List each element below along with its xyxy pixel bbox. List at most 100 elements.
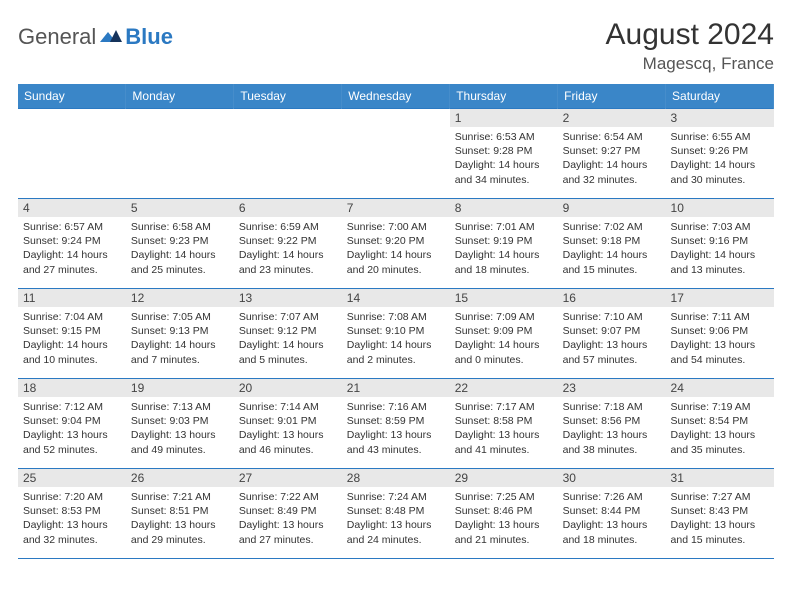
sunrise-text: Sunrise: 7:25 AM bbox=[455, 490, 553, 504]
calendar-cell: 20Sunrise: 7:14 AMSunset: 9:01 PMDayligh… bbox=[234, 379, 342, 469]
day-content: Sunrise: 7:14 AMSunset: 9:01 PMDaylight:… bbox=[234, 397, 342, 461]
sunset-text: Sunset: 9:12 PM bbox=[239, 324, 337, 338]
day-content: Sunrise: 7:08 AMSunset: 9:10 PMDaylight:… bbox=[342, 307, 450, 371]
sunrise-text: Sunrise: 7:07 AM bbox=[239, 310, 337, 324]
calendar-cell: 17Sunrise: 7:11 AMSunset: 9:06 PMDayligh… bbox=[666, 289, 774, 379]
day-number: 21 bbox=[342, 379, 450, 397]
calendar-cell: 11Sunrise: 7:04 AMSunset: 9:15 PMDayligh… bbox=[18, 289, 126, 379]
sunrise-text: Sunrise: 7:08 AM bbox=[347, 310, 445, 324]
calendar-cell bbox=[342, 109, 450, 199]
sunrise-text: Sunrise: 7:03 AM bbox=[671, 220, 769, 234]
sunset-text: Sunset: 9:23 PM bbox=[131, 234, 229, 248]
calendar-row: 18Sunrise: 7:12 AMSunset: 9:04 PMDayligh… bbox=[18, 379, 774, 469]
sunrise-text: Sunrise: 7:18 AM bbox=[563, 400, 661, 414]
sunrise-text: Sunrise: 7:19 AM bbox=[671, 400, 769, 414]
calendar-row: 4Sunrise: 6:57 AMSunset: 9:24 PMDaylight… bbox=[18, 199, 774, 289]
day-number: 31 bbox=[666, 469, 774, 487]
day-content: Sunrise: 6:59 AMSunset: 9:22 PMDaylight:… bbox=[234, 217, 342, 281]
daylight-text: Daylight: 13 hours and 27 minutes. bbox=[239, 518, 337, 546]
weekday-header: Sunday bbox=[18, 84, 126, 109]
sunrise-text: Sunrise: 7:21 AM bbox=[131, 490, 229, 504]
daylight-text: Daylight: 13 hours and 41 minutes. bbox=[455, 428, 553, 456]
sunrise-text: Sunrise: 6:59 AM bbox=[239, 220, 337, 234]
sunset-text: Sunset: 8:56 PM bbox=[563, 414, 661, 428]
day-number: 17 bbox=[666, 289, 774, 307]
daylight-text: Daylight: 13 hours and 35 minutes. bbox=[671, 428, 769, 456]
daylight-text: Daylight: 13 hours and 49 minutes. bbox=[131, 428, 229, 456]
sunset-text: Sunset: 8:43 PM bbox=[671, 504, 769, 518]
sunset-text: Sunset: 9:26 PM bbox=[671, 144, 769, 158]
day-content: Sunrise: 7:13 AMSunset: 9:03 PMDaylight:… bbox=[126, 397, 234, 461]
day-number: 5 bbox=[126, 199, 234, 217]
daylight-text: Daylight: 14 hours and 5 minutes. bbox=[239, 338, 337, 366]
sunrise-text: Sunrise: 7:09 AM bbox=[455, 310, 553, 324]
calendar-cell: 8Sunrise: 7:01 AMSunset: 9:19 PMDaylight… bbox=[450, 199, 558, 289]
logo-text-general: General bbox=[18, 24, 96, 50]
calendar-cell: 28Sunrise: 7:24 AMSunset: 8:48 PMDayligh… bbox=[342, 469, 450, 559]
title-block: August 2024 Magescq, France bbox=[606, 18, 774, 74]
daylight-text: Daylight: 14 hours and 27 minutes. bbox=[23, 248, 121, 276]
daylight-text: Daylight: 14 hours and 15 minutes. bbox=[563, 248, 661, 276]
day-content: Sunrise: 7:21 AMSunset: 8:51 PMDaylight:… bbox=[126, 487, 234, 551]
day-number: 11 bbox=[18, 289, 126, 307]
sunset-text: Sunset: 9:04 PM bbox=[23, 414, 121, 428]
weekday-header-row: SundayMondayTuesdayWednesdayThursdayFrid… bbox=[18, 84, 774, 109]
calendar-cell: 16Sunrise: 7:10 AMSunset: 9:07 PMDayligh… bbox=[558, 289, 666, 379]
daylight-text: Daylight: 13 hours and 21 minutes. bbox=[455, 518, 553, 546]
day-content: Sunrise: 7:19 AMSunset: 8:54 PMDaylight:… bbox=[666, 397, 774, 461]
sunset-text: Sunset: 9:24 PM bbox=[23, 234, 121, 248]
calendar-cell: 24Sunrise: 7:19 AMSunset: 8:54 PMDayligh… bbox=[666, 379, 774, 469]
calendar-cell: 18Sunrise: 7:12 AMSunset: 9:04 PMDayligh… bbox=[18, 379, 126, 469]
sunset-text: Sunset: 8:44 PM bbox=[563, 504, 661, 518]
day-content: Sunrise: 7:07 AMSunset: 9:12 PMDaylight:… bbox=[234, 307, 342, 371]
sunset-text: Sunset: 9:03 PM bbox=[131, 414, 229, 428]
sunset-text: Sunset: 9:19 PM bbox=[455, 234, 553, 248]
calendar-cell bbox=[126, 109, 234, 199]
sunset-text: Sunset: 9:22 PM bbox=[239, 234, 337, 248]
calendar-cell: 21Sunrise: 7:16 AMSunset: 8:59 PMDayligh… bbox=[342, 379, 450, 469]
calendar-cell: 2Sunrise: 6:54 AMSunset: 9:27 PMDaylight… bbox=[558, 109, 666, 199]
sunset-text: Sunset: 8:51 PM bbox=[131, 504, 229, 518]
calendar-row: 11Sunrise: 7:04 AMSunset: 9:15 PMDayligh… bbox=[18, 289, 774, 379]
sunset-text: Sunset: 9:28 PM bbox=[455, 144, 553, 158]
daylight-text: Daylight: 13 hours and 24 minutes. bbox=[347, 518, 445, 546]
day-number: 24 bbox=[666, 379, 774, 397]
sunrise-text: Sunrise: 7:20 AM bbox=[23, 490, 121, 504]
sunset-text: Sunset: 8:59 PM bbox=[347, 414, 445, 428]
sunrise-text: Sunrise: 6:57 AM bbox=[23, 220, 121, 234]
calendar-cell: 31Sunrise: 7:27 AMSunset: 8:43 PMDayligh… bbox=[666, 469, 774, 559]
sunset-text: Sunset: 9:06 PM bbox=[671, 324, 769, 338]
day-content: Sunrise: 7:20 AMSunset: 8:53 PMDaylight:… bbox=[18, 487, 126, 551]
daylight-text: Daylight: 13 hours and 54 minutes. bbox=[671, 338, 769, 366]
weekday-header: Monday bbox=[126, 84, 234, 109]
calendar-table: SundayMondayTuesdayWednesdayThursdayFrid… bbox=[18, 84, 774, 559]
day-number: 18 bbox=[18, 379, 126, 397]
daylight-text: Daylight: 13 hours and 38 minutes. bbox=[563, 428, 661, 456]
day-number: 14 bbox=[342, 289, 450, 307]
sunset-text: Sunset: 8:48 PM bbox=[347, 504, 445, 518]
daylight-text: Daylight: 13 hours and 52 minutes. bbox=[23, 428, 121, 456]
daylight-text: Daylight: 14 hours and 25 minutes. bbox=[131, 248, 229, 276]
logo: General Blue bbox=[18, 24, 173, 50]
calendar-cell: 1Sunrise: 6:53 AMSunset: 9:28 PMDaylight… bbox=[450, 109, 558, 199]
calendar-cell: 26Sunrise: 7:21 AMSunset: 8:51 PMDayligh… bbox=[126, 469, 234, 559]
day-number: 25 bbox=[18, 469, 126, 487]
day-number: 30 bbox=[558, 469, 666, 487]
daylight-text: Daylight: 14 hours and 0 minutes. bbox=[455, 338, 553, 366]
calendar-cell bbox=[234, 109, 342, 199]
sunrise-text: Sunrise: 7:22 AM bbox=[239, 490, 337, 504]
day-content: Sunrise: 7:00 AMSunset: 9:20 PMDaylight:… bbox=[342, 217, 450, 281]
sunset-text: Sunset: 9:01 PM bbox=[239, 414, 337, 428]
day-number: 27 bbox=[234, 469, 342, 487]
daylight-text: Daylight: 13 hours and 18 minutes. bbox=[563, 518, 661, 546]
sunset-text: Sunset: 9:09 PM bbox=[455, 324, 553, 338]
day-content: Sunrise: 7:04 AMSunset: 9:15 PMDaylight:… bbox=[18, 307, 126, 371]
sunset-text: Sunset: 9:07 PM bbox=[563, 324, 661, 338]
sunrise-text: Sunrise: 7:00 AM bbox=[347, 220, 445, 234]
day-content: Sunrise: 7:18 AMSunset: 8:56 PMDaylight:… bbox=[558, 397, 666, 461]
day-content: Sunrise: 7:25 AMSunset: 8:46 PMDaylight:… bbox=[450, 487, 558, 551]
sunset-text: Sunset: 8:53 PM bbox=[23, 504, 121, 518]
day-number: 12 bbox=[126, 289, 234, 307]
day-content: Sunrise: 7:16 AMSunset: 8:59 PMDaylight:… bbox=[342, 397, 450, 461]
sunrise-text: Sunrise: 7:17 AM bbox=[455, 400, 553, 414]
